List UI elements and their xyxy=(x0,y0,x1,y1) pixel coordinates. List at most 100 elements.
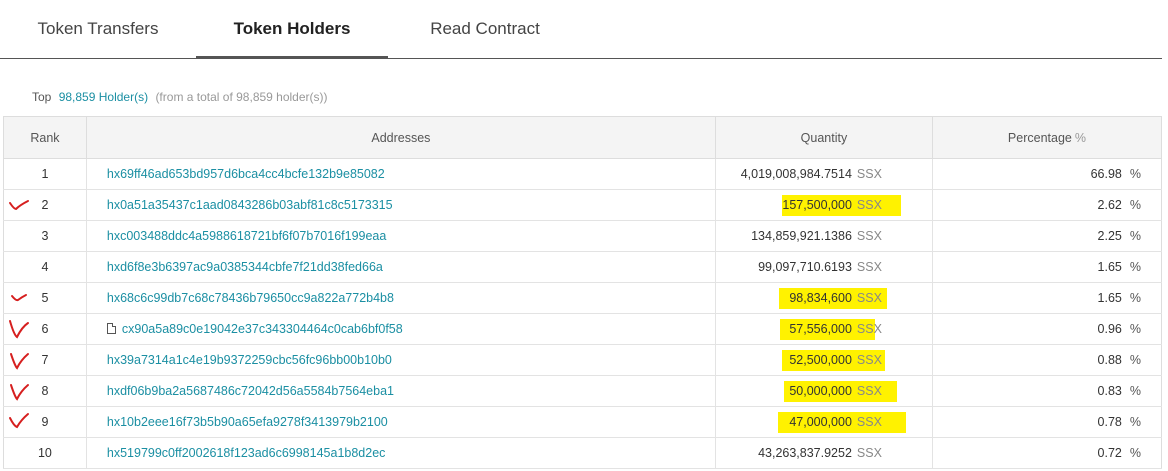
rank-cell: 1 xyxy=(3,158,87,190)
quantity-value: 47,000,000 xyxy=(789,415,852,429)
tab-token-holders[interactable]: Token Holders xyxy=(196,0,388,59)
percentage-value: 2.25 xyxy=(1097,229,1122,243)
holders-count: 98,859 Holder(s) xyxy=(58,90,149,104)
highlight-marker xyxy=(779,319,875,340)
percent-sign: % xyxy=(1129,384,1141,398)
red-check-icon xyxy=(9,200,29,211)
table-row: 3 hxc003488ddc4a5988618721bf6f07b7016f19… xyxy=(3,220,1163,252)
percentage-cell: 0.83% xyxy=(931,375,1163,407)
red-check-icon xyxy=(10,353,29,370)
tab-read-contract[interactable]: Read Contract xyxy=(430,19,540,38)
column-header-addresses: Addresses xyxy=(85,116,716,159)
rank-cell: 7 xyxy=(3,344,87,376)
quantity-value: 98,834,600 xyxy=(789,291,852,305)
address-link[interactable]: hx519799c0ff2002618f123ad6c6998145a1b8d2… xyxy=(85,437,716,469)
percent-sign: % xyxy=(1129,260,1141,274)
quantity-value: 4,019,008,984.7514 xyxy=(740,167,852,181)
rank-cell: 3 xyxy=(3,220,87,252)
percentage-value: 0.78 xyxy=(1097,415,1122,429)
address-link[interactable]: hx69ff46ad653bd957d6bca4cc4bcfe132b9e850… xyxy=(85,158,716,190)
percentage-value: 0.72 xyxy=(1097,446,1122,460)
token-symbol: SSX xyxy=(856,384,882,398)
address-link[interactable]: hx0a51a35437c1aad0843286b03abf81c8c51733… xyxy=(85,189,716,221)
column-header-percentage: Percentage% xyxy=(931,116,1163,159)
address-link[interactable]: hx39a7314a1c4e19b9372259cbc56fc96bb00b10… xyxy=(85,344,716,376)
red-check-icon xyxy=(9,413,29,429)
percentage-cell: 0.96% xyxy=(931,313,1163,345)
percent-sign: % xyxy=(1129,167,1141,181)
table-row: 1 hx69ff46ad653bd957d6bca4cc4bcfe132b9e8… xyxy=(3,158,1163,190)
rank-cell: 10 xyxy=(3,437,87,469)
quantity-cell: 134,859,921.1386 SSX xyxy=(714,220,933,252)
rank-value: 6 xyxy=(41,322,49,336)
address-link[interactable]: hx10b2eee16f73b5b90a65efa9278f3413979b21… xyxy=(85,406,716,438)
token-symbol: SSX xyxy=(856,229,882,243)
red-check-icon xyxy=(10,384,29,401)
token-symbol: SSX xyxy=(856,353,882,367)
percentage-cell: 0.88% xyxy=(931,344,1163,376)
quantity-value: 57,556,000 xyxy=(789,322,852,336)
rank-cell: 8 xyxy=(3,375,87,407)
quantity-cell: 50,000,000 SSX xyxy=(714,375,933,407)
percentage-value: 0.83 xyxy=(1097,384,1122,398)
holders-table: Rank Addresses Quantity Percentage% 1 hx… xyxy=(3,116,1163,469)
highlight-marker xyxy=(777,412,906,433)
address-link[interactable]: hxdf06b9ba2a5687486c72042d56a5584b7564eb… xyxy=(85,375,716,407)
percentage-value: 1.65 xyxy=(1097,291,1122,305)
percentage-value: 2.62 xyxy=(1097,198,1122,212)
percentage-value: 0.96 xyxy=(1097,322,1122,336)
address-link[interactable]: cx90a5a89c0e19042e37c343304464c0cab6bf0f… xyxy=(85,313,716,345)
rank-cell: 4 xyxy=(3,251,87,283)
table-row: 8 hxdf06b9ba2a5687486c72042d56a5584b7564… xyxy=(3,375,1163,407)
quantity-cell: 4,019,008,984.7514 SSX xyxy=(714,158,933,190)
percentage-cell: 1.65% xyxy=(931,282,1163,314)
quantity-value: 134,859,921.1386 xyxy=(751,229,852,243)
quantity-value: 50,000,000 xyxy=(789,384,852,398)
quantity-value: 43,263,837.9252 xyxy=(758,446,852,460)
token-symbol: SSX xyxy=(856,446,882,460)
token-symbol: SSX xyxy=(856,291,882,305)
percent-sign: % xyxy=(1129,291,1141,305)
quantity-cell: 157,500,000 SSX xyxy=(714,189,933,221)
percentage-cell: 0.78% xyxy=(931,406,1163,438)
token-symbol: SSX xyxy=(856,260,882,274)
quantity-cell: 43,263,837.9252 SSX xyxy=(714,437,933,469)
quantity-value: 99,097,710.6193 xyxy=(758,260,852,274)
tab-token-transfers[interactable]: Token Transfers xyxy=(37,19,159,38)
column-header-rank: Rank xyxy=(3,116,87,159)
table-row: 5 hx68c6c99db7c68c78436b79650cc9a822a772… xyxy=(3,282,1163,314)
quantity-cell: 52,500,000 SSX xyxy=(714,344,933,376)
document-icon xyxy=(106,323,116,334)
tab-bar: Token Transfers Token Holders Read Contr… xyxy=(0,0,1162,59)
percent-sign: % xyxy=(1129,415,1141,429)
column-header-quantity: Quantity xyxy=(714,116,933,159)
holders-summary: Top 98,859 Holder(s) (from a total of 98… xyxy=(32,90,328,104)
rank-value: 8 xyxy=(41,384,49,398)
holders-total-note: (from a total of 98,859 holder(s)) xyxy=(155,90,328,104)
highlight-marker xyxy=(781,195,901,216)
table-row: 10 hx519799c0ff2002618f123ad6c6998145a1b… xyxy=(3,437,1163,469)
rank-value: 9 xyxy=(41,415,49,429)
token-symbol: SSX xyxy=(856,167,882,181)
rank-value: 7 xyxy=(41,353,49,367)
quantity-value: 52,500,000 xyxy=(789,353,852,367)
quantity-cell: 99,097,710.6193 SSX xyxy=(714,251,933,283)
address-link[interactable]: hx68c6c99db7c68c78436b79650cc9a822a772b4… xyxy=(85,282,716,314)
highlight-marker xyxy=(783,381,897,402)
address-link[interactable]: hxd6f8e3b6397ac9a0385344cbfe7f21dd38fed6… xyxy=(85,251,716,283)
percent-sign: % xyxy=(1129,322,1141,336)
table-row: 7 hx39a7314a1c4e19b9372259cbc56fc96bb00b… xyxy=(3,344,1163,376)
percentage-value: 0.88 xyxy=(1097,353,1122,367)
percentage-cell: 1.65% xyxy=(931,251,1163,283)
rank-value: 2 xyxy=(41,198,49,212)
table-row: 6 cx90a5a89c0e19042e37c343304464c0cab6bf… xyxy=(3,313,1163,345)
percentage-cell: 2.62% xyxy=(931,189,1163,221)
red-check-icon xyxy=(9,320,29,339)
token-symbol: SSX xyxy=(856,198,882,212)
rank-cell: 6 xyxy=(3,313,87,345)
percentage-cell: 2.25% xyxy=(931,220,1163,252)
percentage-cell: 66.98% xyxy=(931,158,1163,190)
red-check-icon xyxy=(11,294,27,302)
quantity-value: 157,500,000 xyxy=(782,198,852,212)
address-link[interactable]: hxc003488ddc4a5988618721bf6f07b7016f199e… xyxy=(85,220,716,252)
